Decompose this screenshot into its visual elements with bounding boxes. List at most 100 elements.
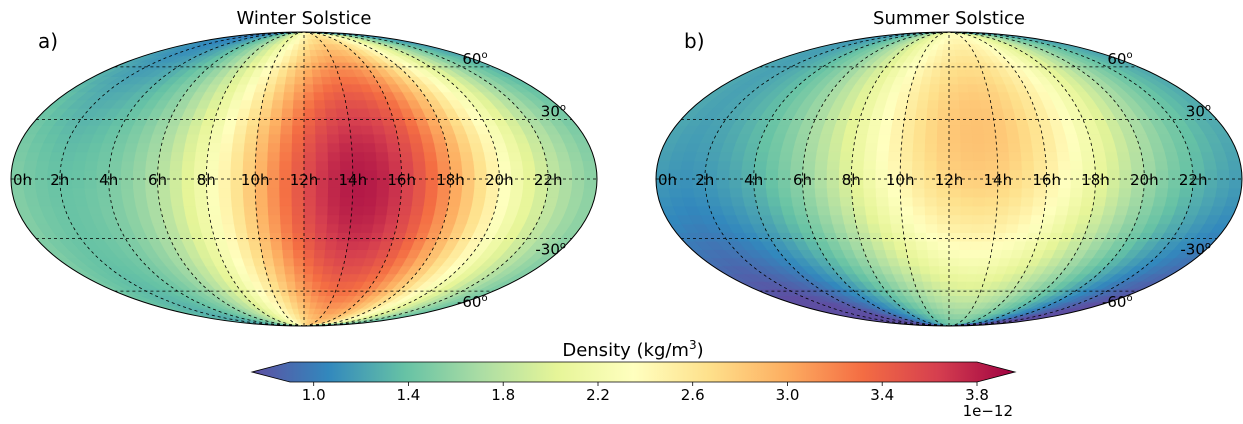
- density-cell: [875, 151, 890, 162]
- density-cell: [1152, 151, 1168, 162]
- density-cell: [1009, 187, 1023, 198]
- density-cell: [981, 232, 995, 242]
- density-cell: [878, 223, 893, 233]
- density-cell: [1045, 160, 1060, 171]
- panel-a-label: a): [38, 29, 58, 53]
- density-cell: [364, 160, 378, 171]
- density-cell: [863, 169, 877, 180]
- density-cell: [447, 196, 462, 207]
- density-cell: [876, 205, 891, 216]
- density-cell: [230, 160, 244, 171]
- density-cell: [315, 160, 329, 171]
- density-cell: [716, 178, 731, 189]
- density-cell: [11, 160, 26, 171]
- longitude-label: 4h: [744, 171, 763, 189]
- density-cell: [197, 214, 212, 225]
- density-cell: [948, 69, 959, 77]
- density-cell: [272, 257, 285, 267]
- density-cell: [888, 196, 902, 207]
- density-cell: [292, 223, 305, 233]
- density-cell: [259, 108, 273, 118]
- density-cell: [224, 232, 238, 242]
- density-cell: [1227, 160, 1242, 171]
- density-cell: [297, 43, 305, 50]
- density-cell: [1166, 160, 1181, 171]
- colorbar-tick-label: 2.2: [586, 386, 610, 404]
- density-cell: [869, 116, 883, 126]
- density-cell: [363, 151, 378, 162]
- density-cell: [1032, 151, 1047, 162]
- density-cell: [901, 133, 915, 144]
- density-cell: [907, 257, 920, 267]
- density-cell: [1033, 160, 1047, 171]
- density-cell: [960, 125, 973, 135]
- density-cell: [766, 196, 782, 207]
- density-cell: [937, 116, 950, 126]
- density-cell: [232, 214, 247, 225]
- density-cell: [704, 187, 720, 198]
- density-cell: [943, 38, 950, 45]
- density-cell: [210, 223, 225, 233]
- density-cell: [1016, 125, 1031, 135]
- density-cell: [960, 223, 973, 233]
- density-cell: [422, 142, 437, 153]
- density-cell: [765, 169, 779, 180]
- density-cell: [926, 108, 939, 118]
- density-cell: [912, 196, 926, 207]
- density-cell: [1056, 151, 1071, 162]
- density-cell: [362, 205, 377, 216]
- density-cell: [269, 116, 283, 126]
- density-cell: [1057, 187, 1072, 198]
- density-cell: [206, 151, 221, 162]
- density-cell: [260, 99, 274, 109]
- density-cell: [1128, 196, 1144, 207]
- density-cell: [303, 205, 317, 216]
- density-cell: [931, 281, 942, 290]
- density-cell: [948, 91, 960, 101]
- density-cell: [181, 160, 196, 171]
- density-cell: [958, 249, 971, 259]
- density-cell: [1044, 196, 1059, 207]
- density-cell: [919, 265, 931, 275]
- density-cell: [485, 160, 500, 171]
- density-cell: [957, 265, 970, 275]
- density-cell: [132, 178, 146, 189]
- longitude-label: 6h: [148, 171, 167, 189]
- density-cell: [583, 169, 597, 180]
- density-cell: [459, 151, 474, 162]
- longitude-label: 16h: [387, 171, 416, 189]
- density-cell: [778, 160, 792, 171]
- density-cell: [803, 151, 818, 162]
- density-cell: [298, 313, 305, 320]
- density-cell: [388, 187, 402, 198]
- density-cell: [259, 240, 273, 250]
- density-cell: [960, 196, 974, 207]
- density-cell: [912, 160, 926, 171]
- density-cell: [729, 160, 744, 171]
- density-cell: [218, 196, 233, 207]
- density-cell: [280, 223, 293, 233]
- density-cell: [157, 187, 172, 198]
- density-cell: [970, 240, 983, 250]
- density-cell: [995, 142, 1010, 153]
- density-cell: [59, 187, 75, 198]
- density-cell: [97, 151, 113, 162]
- density-cell: [777, 169, 791, 180]
- density-cell: [924, 205, 938, 216]
- density-cell: [279, 187, 293, 198]
- density-cell: [242, 187, 256, 198]
- density-cell: [765, 160, 780, 171]
- density-cell: [267, 160, 281, 171]
- density-cell: [680, 178, 694, 189]
- density-cell: [145, 160, 159, 171]
- density-cell: [120, 160, 135, 171]
- density-cell: [948, 83, 960, 93]
- density-cell: [284, 76, 296, 85]
- density-cell: [398, 142, 413, 153]
- density-cell: [169, 169, 183, 180]
- density-cell: [315, 205, 329, 216]
- density-cell: [376, 187, 390, 198]
- density-cell: [327, 205, 341, 216]
- density-cell: [375, 151, 390, 162]
- density-cell: [219, 142, 234, 153]
